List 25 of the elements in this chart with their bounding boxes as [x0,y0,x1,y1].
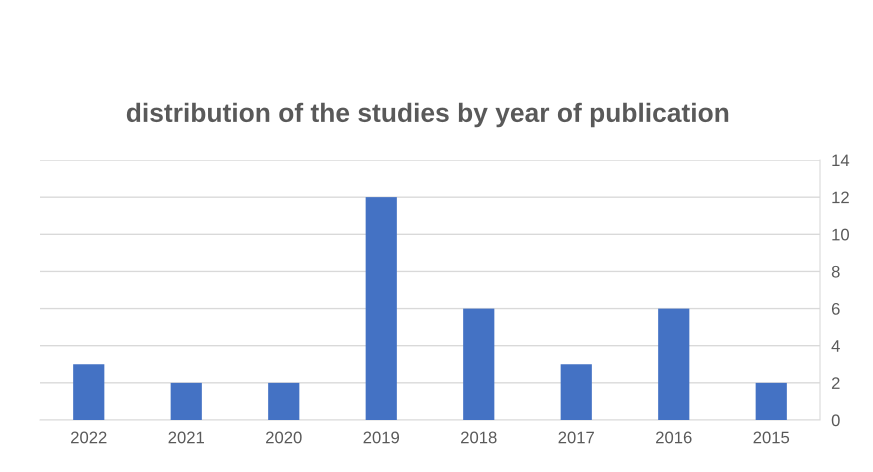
x-tick-label: 2022 [71,432,106,444]
chart-title: distribution of the studies by year of publication [126,102,728,128]
y-tick-label: 10 [832,228,849,240]
bar [268,382,300,420]
x-tick-label: 2018 [461,432,497,444]
y-tick-label: 14 [832,154,850,166]
y-tick-label: 6 [832,302,840,315]
y-tick-label: 12 [832,192,849,204]
bar [756,382,787,420]
x-tick-label: 2017 [558,432,594,444]
bar [170,382,202,420]
bar [560,364,592,420]
x-tick-label: 2020 [266,432,302,444]
bar [73,364,104,420]
bar [658,308,690,420]
y-tick-label: 8 [832,266,840,278]
y-tick-label: 2 [832,377,840,389]
bar [366,197,397,420]
x-tick-label: 2015 [754,432,790,444]
y-tick-label: 4 [831,340,840,352]
bar [463,308,494,420]
x-tick-label: 2021 [168,432,204,444]
x-tick-label: 2016 [656,432,692,444]
y-tick-label: 0 [832,414,840,426]
x-tick-label: 2019 [364,432,399,444]
